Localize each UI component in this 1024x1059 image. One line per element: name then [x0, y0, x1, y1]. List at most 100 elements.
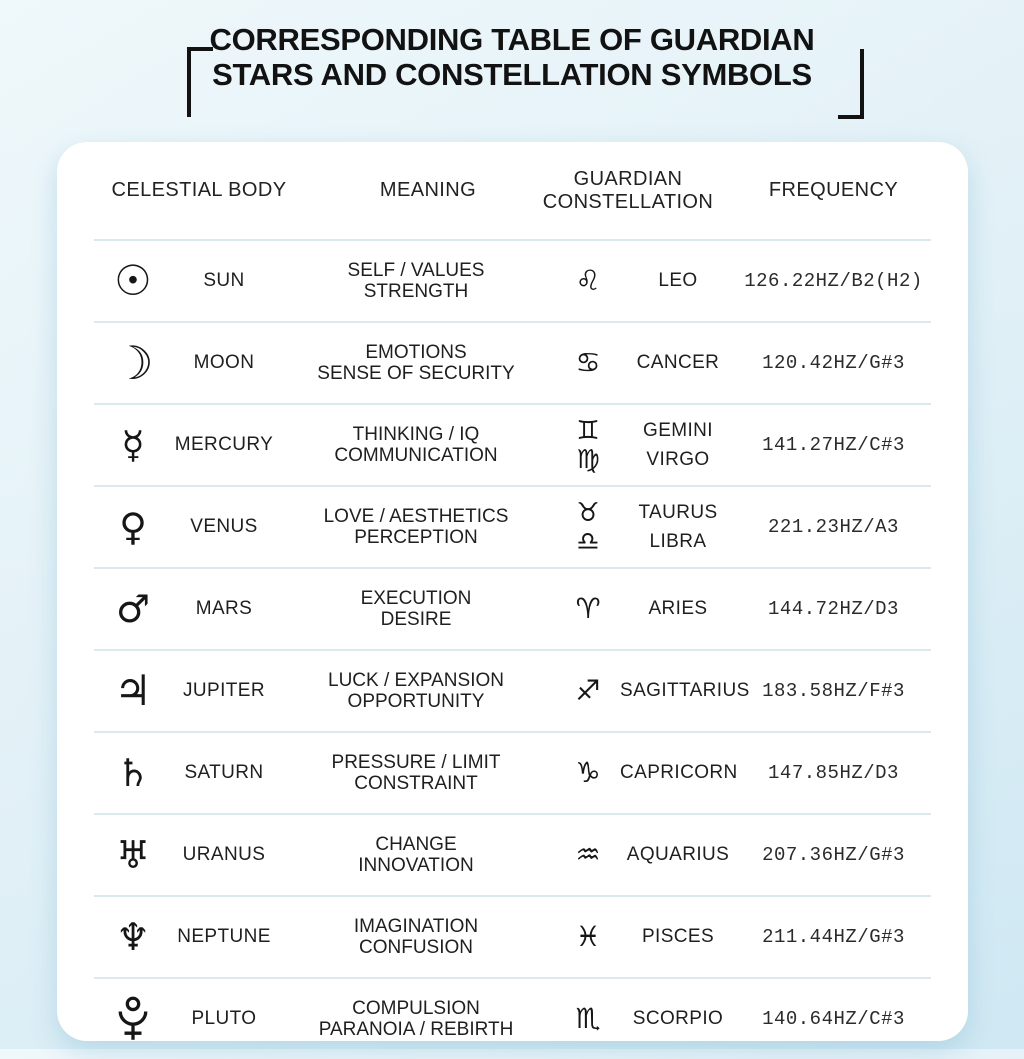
title-line-2: STARS AND CONSTELLATION SYMBOLS — [212, 57, 812, 92]
virgo-icon: ♍ — [576, 444, 600, 475]
saturn-icon: ♄ — [115, 751, 151, 795]
constellation-name: SCORPIO — [632, 1008, 724, 1029]
corner-bracket-left-icon — [187, 47, 213, 117]
meaning-line: OPPORTUNITY — [347, 691, 485, 712]
meaning-line: CHANGE — [375, 833, 457, 855]
celestial-body-name: MARS — [195, 598, 253, 619]
mercury-icon: ☿ — [121, 423, 145, 467]
meaning-line: EMOTIONS — [365, 341, 467, 363]
venus-icon: ♀ — [119, 505, 147, 549]
celestial-body-name: JUPITER — [183, 680, 265, 701]
constellation-cell: ♒ AQUARIUS — [556, 841, 736, 869]
constellation-cell: ♉ TAURUS ♎ LIBRA — [556, 500, 736, 555]
meaning-line: DESIRE — [380, 609, 452, 630]
moon-icon: ☽ — [112, 336, 154, 390]
constellation-name: ARIES — [648, 598, 708, 619]
guardian-header-line-2: CONSTELLATION — [542, 190, 714, 213]
sun-icon: ☉ — [114, 256, 152, 305]
table-row: ♀ VENUS LOVE / AESTHETICS PERCEPTION ♉ T… — [94, 487, 931, 569]
constellation-cell: ♑ CAPRICORN — [556, 756, 737, 789]
celestial-body-name: SUN — [203, 270, 245, 291]
constellation-cell: ♌ LEO — [556, 267, 736, 295]
table-row: ♅ URANUS CHANGE INNOVATION ♒ AQUARIUS 20… — [94, 815, 931, 897]
constellation-name: LIBRA — [649, 530, 707, 552]
scorpio-icon: ♏ — [575, 1002, 601, 1035]
corner-bracket-right-icon — [838, 49, 864, 119]
meaning-line: INNOVATION — [358, 855, 474, 876]
neptune-icon: ♆ — [115, 915, 151, 959]
meaning-cell: IMAGINATION CONFUSION — [276, 916, 556, 959]
meaning-line: CONSTRAINT — [354, 773, 478, 794]
meaning-line: COMMUNICATION — [334, 445, 498, 466]
table-row: ♂ MARS EXECUTION DESIRE ♈ ARIES 144.72HZ… — [94, 569, 931, 651]
table-row: ☽ MOON EMOTIONS SENSE OF SECURITY ♋ CANC… — [94, 323, 931, 405]
meaning-line: PARANOIA / REBIRTH — [318, 1019, 514, 1040]
constellation-cell: ♋ CANCER — [556, 349, 736, 377]
meaning-line: SELF / VALUES — [347, 259, 485, 281]
table-card: CELESTIAL BODY MEANING GUARDIAN CONSTELL… — [57, 142, 968, 1041]
celestial-body-name: SATURN — [184, 762, 264, 783]
frequency-value: 221.23HZ/A3 — [768, 516, 899, 538]
constellation-name: TAURUS — [638, 501, 718, 523]
celestial-body-name: URANUS — [182, 844, 266, 865]
frequency-value: 207.36HZ/G#3 — [762, 844, 905, 866]
pisces-icon: ♓ — [575, 920, 601, 953]
guardian-header-line-1: GUARDIAN — [573, 167, 683, 190]
column-header-frequency: FREQUENCY — [768, 179, 899, 201]
frequency-value: 211.44HZ/G#3 — [762, 926, 905, 948]
meaning-line: STRENGTH — [363, 281, 469, 302]
constellation-name: AQUARIUS — [626, 844, 730, 865]
constellation-cell: ♓ PISCES — [556, 923, 736, 951]
meaning-line: LUCK / EXPANSION — [328, 669, 504, 691]
frequency-value: 126.22HZ/B2(H2) — [744, 270, 923, 292]
leo-icon: ♌ — [575, 264, 601, 297]
aquarius-icon: ♒ — [575, 838, 601, 871]
constellation-cell: ♈ ARIES — [556, 595, 736, 623]
meaning-cell: SELF / VALUES STRENGTH — [276, 260, 556, 303]
constellation-name: PISCES — [641, 926, 715, 947]
column-header-guardian-constellation: GUARDIAN CONSTELLATION — [538, 168, 718, 214]
table-row: ♆ NEPTUNE IMAGINATION CONFUSION ♓ PISCES… — [94, 897, 931, 979]
celestial-body-name: PLUTO — [191, 1008, 257, 1029]
gemini-icon: ♊ — [576, 415, 600, 446]
meaning-cell: THINKING / IQ COMMUNICATION — [276, 424, 556, 467]
column-header-celestial-body: CELESTIAL BODY — [111, 179, 287, 201]
meaning-cell: LUCK / EXPANSION OPPORTUNITY — [276, 670, 556, 713]
meaning-cell: LOVE / AESTHETICS PERCEPTION — [276, 506, 556, 549]
meaning-cell: EXECUTION DESIRE — [276, 588, 556, 631]
cancer-icon: ♋ — [575, 346, 601, 379]
celestial-body-name: VENUS — [190, 516, 258, 537]
table-row: ☿ MERCURY THINKING / IQ COMMUNICATION ♊ … — [94, 405, 931, 487]
meaning-line: IMAGINATION — [353, 915, 479, 937]
meaning-line: CONFUSION — [359, 937, 473, 958]
capricorn-icon: ♑ — [575, 756, 601, 789]
pluto-icon — [94, 996, 172, 1042]
constellation-name: GEMINI — [643, 419, 713, 441]
mars-icon: ♂ — [115, 587, 151, 631]
frequency-value: 147.85HZ/D3 — [768, 762, 899, 784]
meaning-cell: COMPULSION PARANOIA / REBIRTH — [276, 998, 556, 1041]
frequency-value: 140.64HZ/C#3 — [762, 1008, 905, 1030]
table-row: ♃ JUPITER LUCK / EXPANSION OPPORTUNITY ♐… — [94, 651, 931, 733]
constellation-cell: ♏ SCORPIO — [556, 1005, 736, 1033]
meaning-line: COMPULSION — [352, 997, 480, 1019]
celestial-body-name: MERCURY — [174, 434, 274, 455]
column-header-meaning: MEANING — [379, 179, 477, 201]
table-row: ♄ SATURN PRESSURE / LIMIT CONSTRAINT ♑ C… — [94, 733, 931, 815]
meaning-line: EXECUTION — [360, 587, 472, 609]
libra-icon: ♎ — [576, 526, 600, 557]
meaning-cell: PRESSURE / LIMIT CONSTRAINT — [276, 752, 556, 795]
sagittarius-icon: ♐ — [575, 674, 601, 707]
constellation-name: CANCER — [636, 352, 720, 373]
constellation-cell: ♊ GEMINI ♍ VIRGO — [556, 418, 736, 473]
aries-icon: ♈ — [575, 592, 601, 625]
table-row: PLUTO COMPULSION PARANOIA / REBIRTH ♏ SC… — [94, 979, 931, 1059]
constellation-cell: ♐ SAGITTARIUS — [556, 674, 750, 707]
celestial-body-name: NEPTUNE — [177, 926, 271, 947]
constellation-name: SAGITTARIUS — [620, 680, 750, 701]
constellation-name: LEO — [658, 270, 698, 291]
meaning-line: THINKING / IQ — [352, 423, 480, 445]
meaning-cell: CHANGE INNOVATION — [276, 834, 556, 877]
page-title: CORRESPONDING TABLE OF GUARDIAN STARS AN… — [0, 22, 1024, 119]
frequency-value: 141.27HZ/C#3 — [762, 434, 905, 456]
